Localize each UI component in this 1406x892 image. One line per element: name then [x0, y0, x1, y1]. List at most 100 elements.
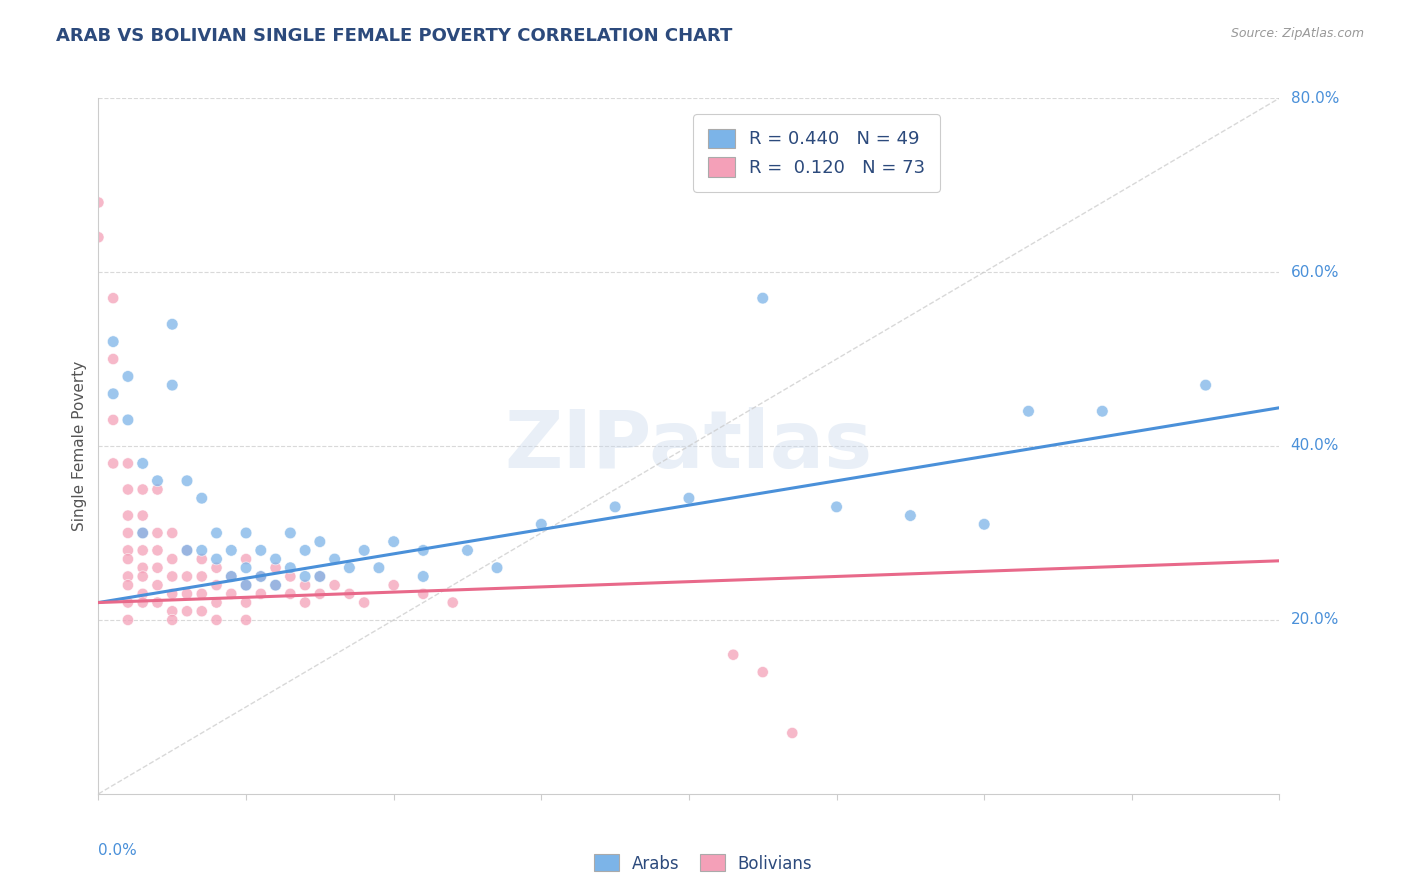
Arabs: [337, 561, 360, 575]
Bolivians: [264, 561, 287, 575]
Text: 60.0%: 60.0%: [1291, 265, 1339, 279]
Arabs: [191, 543, 214, 558]
Bolivians: [264, 578, 287, 592]
Bolivians: [782, 726, 804, 740]
Arabs: [162, 317, 183, 331]
Bolivians: [235, 578, 257, 592]
Arabs: [294, 543, 316, 558]
Bolivians: [146, 596, 169, 610]
Arabs: [1091, 404, 1114, 418]
Arabs: [278, 561, 302, 575]
Arabs: [219, 569, 242, 583]
Bolivians: [250, 587, 273, 601]
Bolivians: [176, 543, 198, 558]
Legend: Arabs, Bolivians: Arabs, Bolivians: [586, 847, 820, 880]
Bolivians: [412, 587, 434, 601]
Bolivians: [146, 543, 169, 558]
Bolivians: [219, 569, 242, 583]
Bolivians: [309, 569, 332, 583]
Bolivians: [117, 596, 139, 610]
Arabs: [294, 569, 316, 583]
Bolivians: [117, 578, 139, 592]
Arabs: [205, 552, 228, 566]
Bolivians: [117, 569, 139, 583]
Bolivians: [103, 413, 125, 427]
Bolivians: [382, 578, 405, 592]
Bolivians: [103, 291, 125, 305]
Arabs: [309, 569, 332, 583]
Y-axis label: Single Female Poverty: Single Female Poverty: [72, 361, 87, 531]
Text: 40.0%: 40.0%: [1291, 439, 1339, 453]
Bolivians: [162, 587, 183, 601]
Bolivians: [117, 552, 139, 566]
Text: 0.0%: 0.0%: [98, 843, 138, 857]
Arabs: [486, 561, 509, 575]
Arabs: [205, 525, 228, 540]
Bolivians: [132, 508, 155, 523]
Arabs: [825, 500, 848, 514]
Bolivians: [205, 578, 228, 592]
Bolivians: [146, 483, 169, 497]
Arabs: [146, 474, 169, 488]
Bolivians: [132, 543, 155, 558]
Arabs: [103, 387, 125, 401]
Bolivians: [191, 604, 214, 618]
Bolivians: [176, 587, 198, 601]
Text: Source: ZipAtlas.com: Source: ZipAtlas.com: [1230, 27, 1364, 40]
Arabs: [353, 543, 375, 558]
Bolivians: [87, 195, 110, 210]
Arabs: [1017, 404, 1039, 418]
Bolivians: [751, 665, 773, 680]
Bolivians: [162, 569, 183, 583]
Arabs: [235, 525, 257, 540]
Bolivians: [191, 569, 214, 583]
Arabs: [382, 534, 405, 549]
Arabs: [278, 525, 302, 540]
Arabs: [309, 534, 332, 549]
Text: 80.0%: 80.0%: [1291, 91, 1339, 105]
Arabs: [162, 378, 183, 392]
Bolivians: [721, 648, 744, 662]
Arabs: [323, 552, 346, 566]
Bolivians: [146, 578, 169, 592]
Bolivians: [117, 456, 139, 471]
Bolivians: [205, 596, 228, 610]
Bolivians: [117, 543, 139, 558]
Bolivians: [87, 230, 110, 244]
Bolivians: [176, 604, 198, 618]
Bolivians: [176, 569, 198, 583]
Text: ZIPatlas: ZIPatlas: [505, 407, 873, 485]
Arabs: [191, 491, 214, 505]
Arabs: [103, 334, 125, 349]
Bolivians: [132, 596, 155, 610]
Bolivians: [146, 561, 169, 575]
Arabs: [412, 543, 434, 558]
Bolivians: [294, 596, 316, 610]
Bolivians: [191, 587, 214, 601]
Bolivians: [162, 613, 183, 627]
Arabs: [530, 517, 553, 532]
Bolivians: [235, 596, 257, 610]
Arabs: [264, 552, 287, 566]
Arabs: [250, 543, 273, 558]
Bolivians: [132, 483, 155, 497]
Arabs: [456, 543, 478, 558]
Arabs: [132, 456, 155, 471]
Arabs: [678, 491, 700, 505]
Bolivians: [117, 508, 139, 523]
Arabs: [1195, 378, 1218, 392]
Arabs: [117, 413, 139, 427]
Bolivians: [146, 525, 169, 540]
Bolivians: [250, 569, 273, 583]
Arabs: [235, 561, 257, 575]
Bolivians: [191, 552, 214, 566]
Bolivians: [162, 552, 183, 566]
Bolivians: [162, 604, 183, 618]
Bolivians: [205, 613, 228, 627]
Arabs: [117, 369, 139, 384]
Bolivians: [235, 552, 257, 566]
Bolivians: [353, 596, 375, 610]
Bolivians: [132, 561, 155, 575]
Bolivians: [117, 525, 139, 540]
Bolivians: [117, 613, 139, 627]
